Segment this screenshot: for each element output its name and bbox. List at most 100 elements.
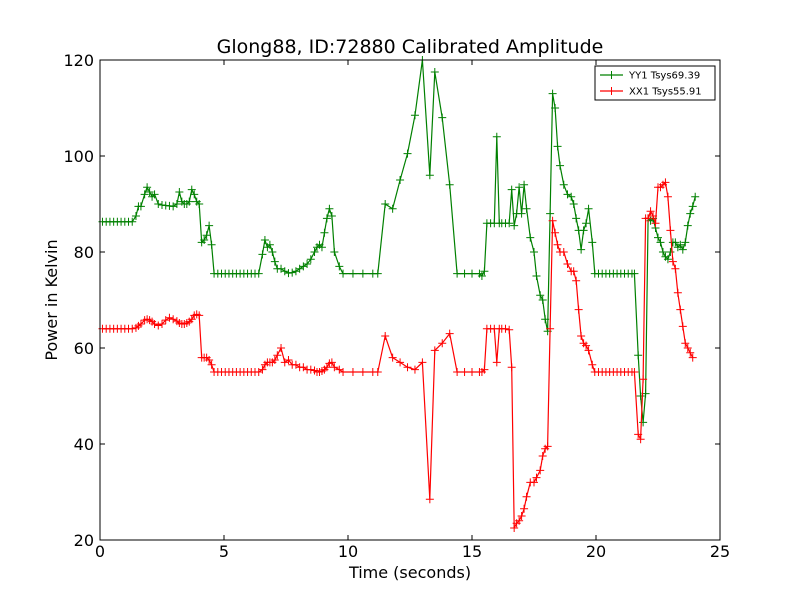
data-point	[438, 113, 447, 122]
data-point	[673, 288, 682, 297]
data-point	[403, 149, 412, 158]
data-point	[553, 142, 562, 151]
data-point	[532, 272, 541, 280]
data-point	[505, 219, 514, 228]
data-point	[676, 240, 685, 249]
data-point	[187, 185, 196, 194]
data-point	[630, 269, 639, 278]
data-point	[430, 68, 439, 76]
data-point	[584, 346, 593, 355]
data-point	[468, 269, 476, 278]
data-point	[588, 238, 597, 247]
data-point	[480, 365, 489, 374]
data-point	[136, 320, 145, 328]
data-point	[330, 248, 339, 256]
data-point	[683, 344, 692, 352]
data-point	[639, 375, 648, 384]
legend: YY1 Tsys69.39 XX1 Tsys55.91	[594, 65, 716, 101]
data-point	[460, 368, 469, 376]
series-1	[98, 56, 700, 427]
axis-ticks: 0 5 10 15 20 25 20 40 60 80 100 120	[63, 51, 730, 561]
data-point	[280, 267, 289, 276]
data-point	[644, 214, 653, 223]
x-axis-label: Time (seconds)	[348, 563, 471, 582]
data-point	[327, 212, 336, 220]
data-point	[258, 365, 267, 374]
y-tick-label: 100	[63, 147, 94, 166]
data-point	[468, 368, 476, 376]
data-point	[634, 430, 643, 439]
data-point	[381, 332, 390, 340]
data-point	[691, 192, 700, 201]
data-point	[551, 104, 560, 112]
data-point	[654, 233, 662, 242]
data-point	[505, 325, 514, 334]
data-point	[277, 344, 286, 352]
data-point	[254, 269, 263, 278]
data-point	[526, 233, 535, 242]
data-point	[396, 358, 405, 367]
data-point	[202, 231, 211, 240]
y-tick-label: 40	[74, 435, 94, 454]
data-point	[548, 89, 557, 98]
data-point	[507, 185, 516, 194]
x-tick-label: 5	[219, 542, 229, 561]
data-point	[658, 248, 667, 256]
data-point	[520, 180, 529, 189]
data-point	[678, 322, 687, 331]
data-point	[410, 111, 419, 120]
data-point	[306, 255, 315, 264]
data-point	[172, 200, 181, 208]
data-point	[536, 466, 545, 475]
data-point	[671, 264, 680, 273]
x-tick-label: 20	[586, 542, 606, 561]
data-point	[630, 368, 639, 376]
data-point	[388, 353, 397, 362]
data-point	[445, 180, 454, 189]
data-point	[563, 260, 572, 268]
data-point	[136, 202, 145, 211]
data-point	[582, 341, 591, 350]
data-point	[569, 267, 578, 276]
data-point	[574, 305, 583, 314]
y-tick-label: 80	[74, 243, 94, 262]
data-point	[649, 212, 658, 220]
x-tick-label: 25	[710, 542, 730, 561]
data-point	[538, 296, 547, 304]
data-point	[205, 356, 214, 364]
data-point	[396, 176, 405, 184]
data-point	[636, 435, 645, 444]
data-point	[553, 240, 562, 249]
data-point	[207, 360, 216, 369]
data-point	[306, 365, 315, 374]
plot-frame	[99, 59, 721, 541]
data-point	[681, 238, 690, 247]
data-point	[140, 190, 149, 199]
data-point	[268, 248, 277, 256]
data-point	[646, 207, 655, 216]
plot-series	[98, 56, 700, 532]
data-point	[322, 214, 331, 223]
data-point	[430, 346, 439, 355]
data-point	[185, 197, 194, 206]
data-point	[546, 324, 555, 333]
legend-marker	[607, 87, 616, 95]
data-point	[207, 240, 216, 249]
data-point	[358, 269, 367, 278]
legend-marker	[607, 71, 616, 79]
axes-frame	[99, 59, 721, 541]
data-point	[258, 250, 267, 259]
data-point	[510, 221, 519, 230]
data-point	[373, 368, 382, 376]
data-point	[686, 348, 695, 357]
data-point	[128, 217, 137, 226]
data-point	[131, 212, 140, 220]
data-point	[688, 202, 697, 211]
data-point	[569, 200, 578, 208]
data-point	[515, 183, 524, 192]
x-tick-label: 15	[462, 542, 482, 561]
data-point	[325, 204, 334, 213]
data-point	[165, 313, 174, 322]
data-point	[559, 248, 568, 256]
